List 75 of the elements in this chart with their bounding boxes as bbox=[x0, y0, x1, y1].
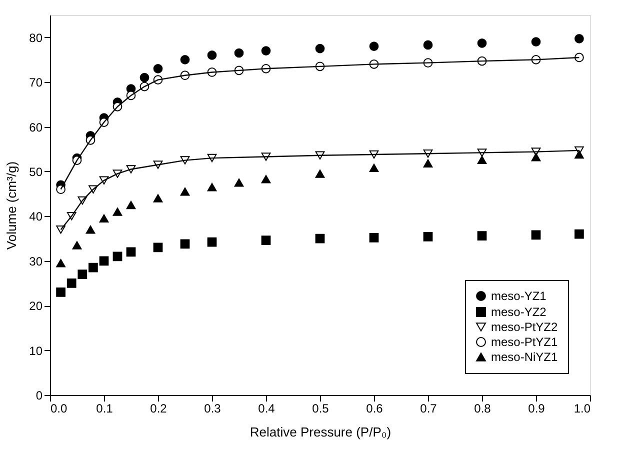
y-tick-label: 10 bbox=[29, 344, 43, 358]
point bbox=[78, 270, 88, 279]
point bbox=[99, 214, 109, 223]
y-tick-label: 60 bbox=[29, 120, 43, 134]
x-tick-label: 0.1 bbox=[96, 402, 114, 416]
x-tick-label: 0.8 bbox=[474, 402, 492, 416]
point bbox=[56, 184, 66, 194]
x-tick-label: 0.5 bbox=[312, 402, 330, 416]
y-tick-label: 70 bbox=[29, 76, 43, 90]
point bbox=[574, 229, 584, 239]
point bbox=[423, 40, 433, 50]
x-tick-label: 0.7 bbox=[420, 402, 438, 416]
point bbox=[234, 178, 244, 187]
legend-label: meso-NiYZ1 bbox=[491, 350, 558, 364]
point bbox=[112, 252, 122, 262]
point bbox=[86, 225, 96, 234]
point bbox=[112, 208, 122, 216]
point bbox=[531, 153, 541, 162]
y-tick-label: 40 bbox=[29, 210, 43, 224]
x-tick-label: 0.6 bbox=[366, 402, 384, 416]
point bbox=[234, 48, 244, 58]
legend-label: meso-PtYZ1 bbox=[491, 335, 558, 349]
point bbox=[477, 231, 487, 241]
point bbox=[477, 38, 487, 48]
point bbox=[574, 150, 584, 159]
point bbox=[423, 232, 433, 242]
x-tick-label: 1.0 bbox=[574, 402, 591, 416]
point bbox=[180, 187, 190, 196]
point bbox=[531, 230, 541, 240]
y-tick-label: 80 bbox=[29, 30, 43, 45]
point bbox=[531, 37, 541, 46]
point bbox=[315, 170, 325, 178]
point bbox=[126, 200, 136, 210]
point bbox=[140, 72, 150, 82]
point bbox=[315, 44, 325, 54]
y-tick-label: 30 bbox=[29, 254, 43, 268]
x-tick-label: 0.4 bbox=[258, 402, 276, 416]
x-axis-title: Relative Pressure (P/P₀) bbox=[250, 424, 392, 440]
point bbox=[423, 159, 433, 168]
point bbox=[261, 174, 271, 184]
point bbox=[180, 55, 190, 64]
y-axis-title: Volume (cm³/g) bbox=[4, 161, 20, 250]
point bbox=[207, 50, 217, 60]
legend-label: meso-YZ1 bbox=[491, 289, 547, 303]
point bbox=[574, 34, 584, 44]
point bbox=[574, 52, 584, 62]
legend-label: meso-YZ2 bbox=[491, 305, 547, 319]
point bbox=[477, 156, 487, 164]
point bbox=[153, 242, 163, 252]
y-tick-label: 20 bbox=[29, 299, 43, 314]
point bbox=[207, 237, 217, 247]
point bbox=[56, 287, 66, 297]
y-tick-label: 0 bbox=[36, 388, 43, 402]
point bbox=[153, 194, 163, 202]
point bbox=[369, 232, 379, 242]
point bbox=[207, 182, 217, 192]
point bbox=[72, 241, 82, 250]
point bbox=[153, 64, 163, 74]
y-tick-label: 50 bbox=[29, 164, 43, 179]
point bbox=[261, 46, 271, 56]
point bbox=[315, 234, 325, 244]
x-tick-label: 0.0 bbox=[50, 402, 68, 416]
point bbox=[369, 164, 379, 172]
point bbox=[180, 239, 190, 249]
point bbox=[56, 258, 66, 268]
x-tick-label: 0.3 bbox=[204, 402, 222, 416]
point bbox=[99, 256, 109, 266]
legend-label: meso-PtYZ2 bbox=[491, 320, 558, 334]
x-tick-label: 0.9 bbox=[528, 402, 546, 416]
point bbox=[126, 247, 136, 257]
point bbox=[66, 278, 76, 288]
x-tick-label: 0.2 bbox=[150, 402, 168, 416]
point bbox=[88, 262, 98, 272]
point bbox=[261, 236, 271, 245]
point bbox=[369, 42, 379, 51]
